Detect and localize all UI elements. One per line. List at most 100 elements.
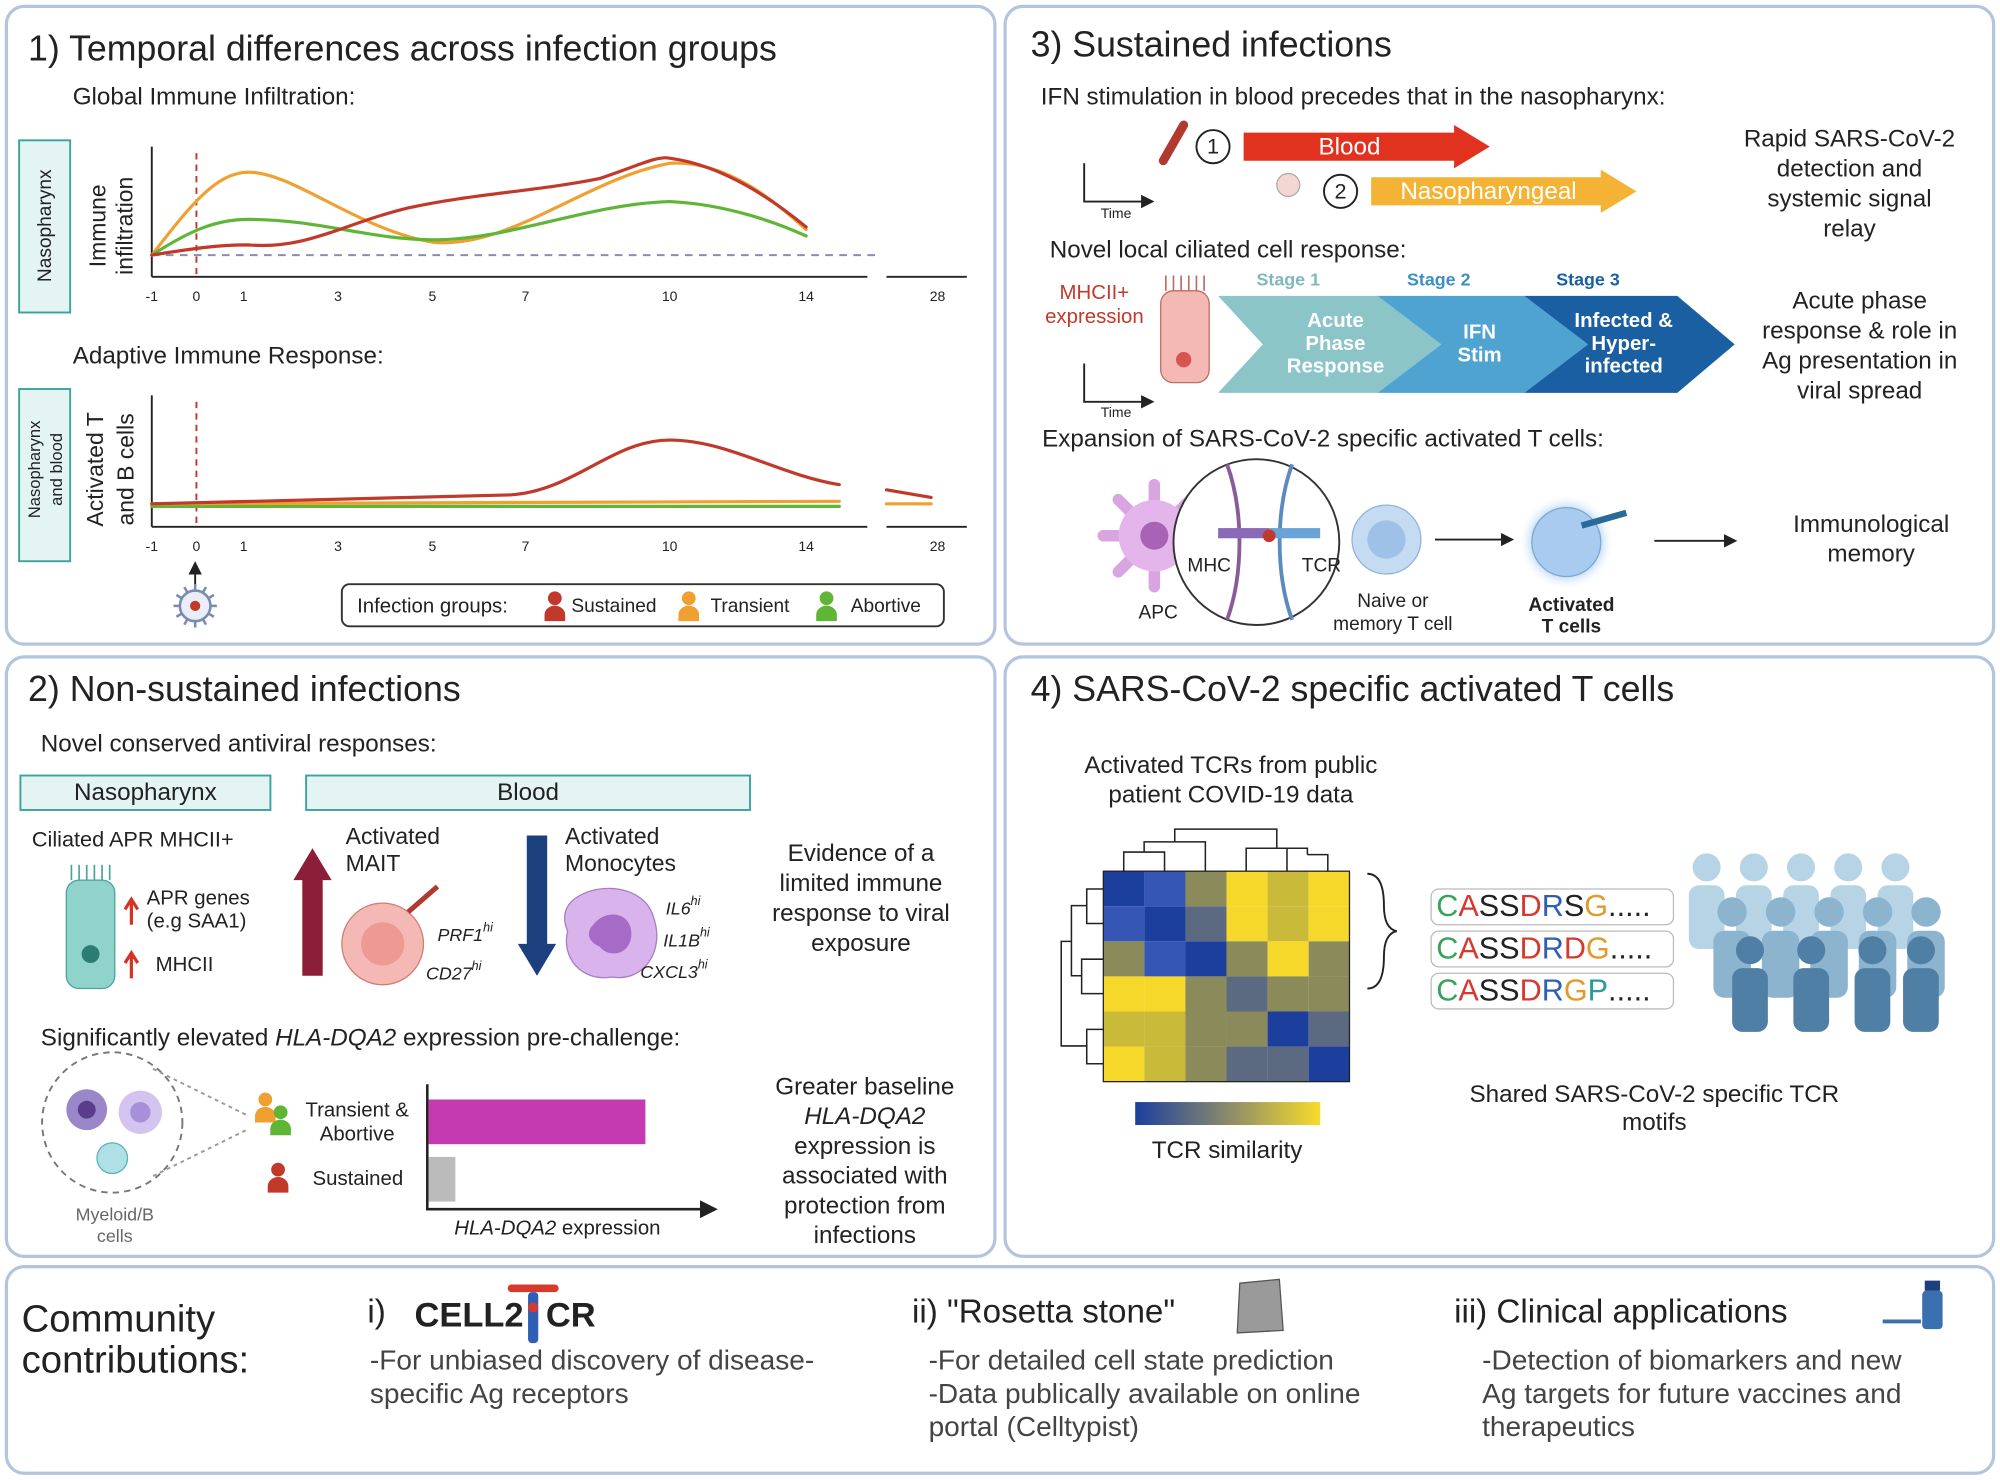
logo-text: CR	[546, 1297, 596, 1335]
motif-letter: G	[1564, 973, 1588, 1007]
label: expression is	[794, 1133, 935, 1160]
bar	[428, 1099, 646, 1145]
heatmap-cell	[1226, 1046, 1268, 1082]
person-icon	[544, 605, 566, 622]
crowd-icon	[1881, 853, 1910, 882]
heatmap-frame	[1102, 870, 1351, 1083]
crowd-icon	[1906, 936, 1935, 965]
label: Shared SARS-CoV-2 specific TCR	[1469, 1081, 1839, 1108]
label: -For detailed cell state prediction	[929, 1345, 1334, 1376]
label-part: HLA-DQA2	[454, 1218, 557, 1240]
label: TCR	[1302, 555, 1341, 576]
motif-letter: C	[1436, 973, 1458, 1007]
label-box	[18, 388, 72, 563]
heatmap-cell	[1144, 1046, 1186, 1082]
crowd-icon	[1739, 853, 1768, 882]
legend-box	[340, 583, 945, 628]
heatmap-cell	[1226, 871, 1268, 907]
gene-label: CD27hi	[426, 959, 483, 983]
x-tick-label: 1	[240, 538, 248, 554]
label: Hyper-	[1591, 333, 1656, 355]
label: -Data publically available on online	[929, 1378, 1361, 1409]
motif-letter: C	[1436, 889, 1458, 923]
x-tick-label: 5	[428, 288, 436, 304]
cell-icon	[1160, 290, 1210, 384]
label: infections	[814, 1222, 916, 1249]
monocyte-nucleus	[588, 914, 632, 954]
motif-letter: S	[1479, 931, 1499, 965]
label: Activated	[346, 823, 440, 849]
legend-label: Sustained	[571, 596, 656, 617]
heatmap-cell	[1103, 1046, 1145, 1082]
label-box	[19, 774, 272, 811]
crowd-icon	[1732, 968, 1768, 1032]
motif-letter: S	[1479, 973, 1499, 1007]
x-tick-label: 5	[428, 538, 436, 554]
heatmap-cell	[1185, 941, 1227, 977]
logo-icon	[528, 1292, 539, 1344]
motif-letter: .	[1644, 931, 1653, 965]
time-axis	[1083, 163, 1155, 209]
label: MAIT	[346, 850, 401, 876]
heatmap-cell	[1103, 976, 1145, 1012]
motif-box	[1430, 972, 1675, 1010]
curve	[150, 156, 808, 257]
x-tick-label: 10	[662, 288, 678, 304]
label: HLA-DQA2	[804, 1103, 926, 1130]
x-tick-label: 3	[334, 288, 342, 304]
head-icon	[1276, 172, 1301, 198]
label: memory	[1827, 540, 1915, 567]
motif-letter: R	[1542, 889, 1564, 923]
nucleus	[1176, 352, 1192, 368]
curve	[150, 199, 808, 257]
label: Greater baseline	[775, 1073, 954, 1100]
gene-name: CXCL3	[640, 962, 698, 982]
motif-letter: G	[1584, 889, 1608, 923]
label: detection and	[1777, 156, 1922, 183]
gene-name: PRF1	[438, 925, 484, 945]
label: contributions:	[22, 1338, 250, 1381]
motif-letter: .	[1634, 973, 1643, 1007]
legend-title: Infection groups:	[357, 596, 508, 618]
crowd-icon	[1862, 897, 1893, 927]
motif-letter: A	[1458, 889, 1479, 923]
motif-letter: .	[1642, 973, 1651, 1007]
motif: CASSDRSG.....	[1436, 889, 1650, 923]
label: associated with	[782, 1163, 948, 1190]
gene-label: IL1Bhi	[663, 926, 711, 950]
label: Ciliated APR MHCII+	[32, 826, 234, 851]
crowd-icon	[1814, 897, 1844, 927]
label: 1	[1207, 134, 1219, 159]
crowd-icon	[1735, 936, 1765, 965]
heading: Expansion of SARS-CoV-2 specific activat…	[1042, 425, 1604, 452]
label: Response	[1287, 356, 1384, 378]
motif-letter: .	[1634, 889, 1643, 923]
heatmap-cell	[1308, 976, 1350, 1012]
heatmap-cell	[1144, 1011, 1186, 1047]
heatmap-cell	[1144, 941, 1186, 977]
label: Phase	[1305, 333, 1365, 355]
apc-icon	[1140, 521, 1169, 550]
label: response & role in	[1762, 318, 1957, 345]
motif-letter: D	[1520, 931, 1542, 965]
crowd-icon	[1858, 936, 1887, 965]
step-circle	[1323, 173, 1359, 209]
myeloid-cell	[130, 1102, 151, 1123]
gene-name: IL1B	[663, 930, 700, 950]
motif-letter: S	[1499, 973, 1519, 1007]
motif-letter: A	[1458, 931, 1479, 965]
heading: Global Immune Infiltration:	[73, 84, 356, 111]
label: Nasopharynx	[74, 779, 217, 806]
gene-superscript: hi	[483, 921, 494, 935]
person-icon	[254, 1106, 276, 1123]
crowd-icon	[1717, 897, 1747, 927]
label: specific Ag receptors	[370, 1378, 629, 1409]
up-arrow-big	[293, 848, 332, 976]
arrow-nasopharyngeal	[1371, 169, 1637, 214]
motif-letter: D	[1520, 889, 1542, 923]
tube-icon	[1158, 120, 1189, 166]
label: protection from	[784, 1192, 946, 1219]
x-tick-label: 28	[930, 288, 946, 304]
logo-icon	[507, 1284, 559, 1293]
